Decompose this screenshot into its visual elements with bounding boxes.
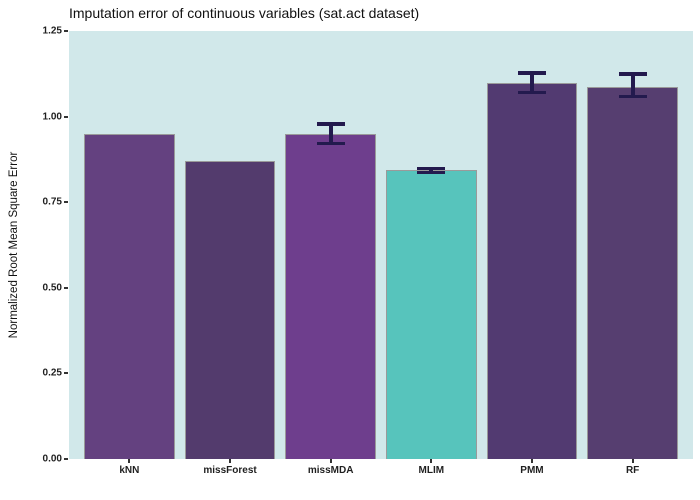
errorbar-cap-PMM-top xyxy=(517,71,546,75)
y-tick-mark xyxy=(64,286,68,289)
y-tick-mark xyxy=(64,30,68,32)
errorbar-cap-PMM-bottom xyxy=(517,90,546,94)
x-tick-mark-missForest xyxy=(229,459,232,463)
x-tick-mark-PMM xyxy=(530,459,533,463)
y-tick-mark xyxy=(64,372,68,375)
x-tick-label-MLIM: MLIM xyxy=(418,465,445,476)
bar-missMDA xyxy=(285,134,376,459)
errorbar-cap-RF-bottom xyxy=(618,94,647,99)
errorbar-cap-missMDA-bottom xyxy=(316,141,345,146)
errorbar-line-RF xyxy=(630,72,635,99)
errorbar-cap-MLIM-top xyxy=(417,166,446,171)
y-tick-label-1.00: 1.00 xyxy=(42,111,62,123)
y-axis-label: Normalized Root Mean Square Error xyxy=(8,151,20,339)
x-tick-label-missForest: missForest xyxy=(203,465,257,476)
errorbar-cap-missMDA-top xyxy=(316,122,345,126)
errorbar-line-PMM xyxy=(529,71,534,94)
errorbar-cap-RF-top xyxy=(618,72,647,76)
bar-missForest xyxy=(184,161,276,459)
x-tick-label-kNN: kNN xyxy=(119,465,140,476)
bar-PMM xyxy=(486,83,578,459)
x-tick-mark-kNN xyxy=(128,459,131,463)
chart-title: Imputation error of continuous variables… xyxy=(69,5,420,21)
x-tick-label-missMDA: missMDA xyxy=(307,465,354,476)
bar-MLIM xyxy=(386,170,477,459)
errorbar-line-MLIM xyxy=(429,166,434,175)
y-tick-label-0.25: 0.25 xyxy=(42,367,62,379)
x-tick-mark-MLIM xyxy=(430,459,433,463)
bar-RF xyxy=(587,87,678,459)
y-tick-label-1.25: 1.25 xyxy=(42,25,62,37)
y-tick-label-0.00: 0.00 xyxy=(42,453,62,465)
y-tick-mark xyxy=(64,115,68,118)
errorbar-line-missMDA xyxy=(328,122,333,145)
x-tick-label-RF: RF xyxy=(625,465,640,476)
y-tick-label-0.50: 0.50 xyxy=(42,282,62,294)
bar-kNN xyxy=(84,134,175,459)
x-tick-mark-missMDA xyxy=(329,459,332,463)
x-tick-label-PMM: PMM xyxy=(520,465,544,476)
y-tick-label-0.75: 0.75 xyxy=(42,196,62,208)
y-tick-mark xyxy=(64,458,68,460)
errorbar-cap-MLIM-bottom xyxy=(417,170,446,175)
x-tick-mark-RF xyxy=(631,459,634,463)
plot-panel xyxy=(69,31,693,459)
y-tick-mark xyxy=(64,201,68,204)
